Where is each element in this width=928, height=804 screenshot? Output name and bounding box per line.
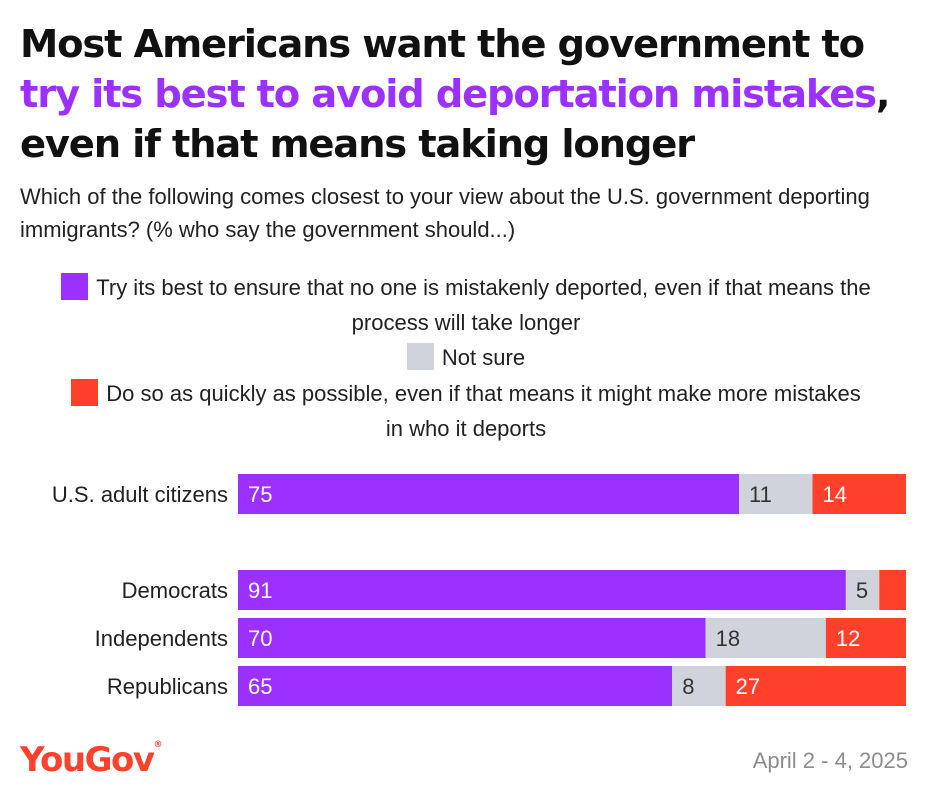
data-label-us-adult-citizens-quickly: 14 — [822, 482, 846, 507]
bar-independents-quickly — [825, 618, 906, 658]
data-label-independents-not-sure: 18 — [716, 626, 740, 651]
bar-democrats-try-best — [238, 570, 846, 610]
legend-label-try-best: Try its best to ensure that no one is mi… — [96, 275, 871, 335]
chart-title: Most Americans want the government to try… — [20, 20, 920, 170]
bar-us-adult-citizens-try-best — [238, 474, 739, 514]
data-label-republicans-quickly: 27 — [736, 674, 760, 699]
data-label-republicans-try-best: 65 — [248, 674, 272, 699]
legend-label-quickly: Do so as quickly as possible, even if th… — [106, 381, 861, 441]
bar-independents-not-sure — [705, 618, 826, 658]
legend-swatch-quickly — [71, 379, 99, 406]
bar-democrats-quickly — [879, 570, 906, 610]
legend-swatch-not-sure — [406, 343, 434, 370]
yougov-logo: YouGov® — [20, 740, 163, 780]
title-highlight: try its best to avoid deportation mistak… — [20, 72, 877, 117]
category-label-republicans: Republicans — [107, 674, 228, 699]
data-label-us-adult-citizens-not-sure: 11 — [749, 482, 772, 507]
bar-us-adult-citizens-quickly — [812, 474, 906, 514]
bar-republicans-try-best — [238, 666, 673, 706]
legend-label-not-sure: Not sure — [441, 345, 526, 370]
data-label-republicans-not-sure: 8 — [682, 674, 694, 699]
data-label-us-adult-citizens-try-best: 75 — [248, 482, 272, 507]
bar-us-adult-citizens-not-sure — [739, 474, 813, 514]
bar-republicans-not-sure — [672, 666, 726, 706]
legend: Try its best to ensure that no one is mi… — [16, 270, 916, 446]
bar-independents-try-best — [238, 618, 706, 658]
legend-item-quickly: Do so as quickly as possible, even if th… — [66, 376, 866, 446]
survey-date: April 2 - 4, 2025 — [752, 748, 908, 773]
category-label-independents: Independents — [95, 626, 228, 651]
bar-democrats-not-sure — [845, 570, 880, 610]
data-label-independents-try-best: 70 — [248, 626, 272, 651]
legend-item-try-best: Try its best to ensure that no one is mi… — [21, 270, 911, 340]
category-label-democrats: Democrats — [122, 578, 228, 603]
chart-subtitle: Which of the following comes closest to … — [20, 184, 870, 242]
title-comma: , — [875, 72, 891, 117]
category-label-us-adult-citizens: U.S. adult citizens — [52, 482, 228, 507]
bar-republicans-quickly — [725, 666, 906, 706]
brand-name: YouGov — [20, 740, 155, 780]
title-line-3: even if that means taking longer — [20, 122, 695, 167]
legend-item-not-sure: Not sure — [16, 340, 916, 375]
legend-swatch-try-best — [61, 273, 89, 300]
data-label-independents-quickly: 12 — [836, 626, 860, 651]
data-label-democrats-try-best: 91 — [248, 578, 272, 603]
trademark-icon: ® — [153, 740, 163, 750]
data-label-democrats-not-sure: 5 — [856, 578, 868, 603]
title-line-1: Most Americans want the government to — [20, 22, 865, 67]
